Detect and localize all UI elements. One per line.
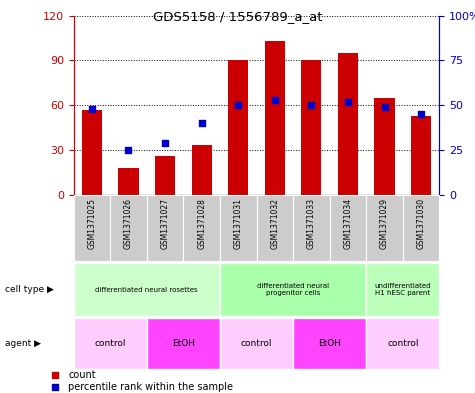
Text: percentile rank within the sample: percentile rank within the sample	[68, 382, 233, 392]
Point	[51, 384, 59, 390]
FancyBboxPatch shape	[256, 195, 293, 261]
Point	[271, 97, 278, 103]
Text: undifferentiated
H1 hESC parent: undifferentiated H1 hESC parent	[375, 283, 431, 296]
Text: cell type ▶: cell type ▶	[5, 285, 54, 294]
Text: GSM1371029: GSM1371029	[380, 198, 389, 249]
Bar	[118, 168, 139, 195]
FancyBboxPatch shape	[147, 195, 183, 261]
Text: count: count	[68, 370, 96, 380]
Bar	[374, 98, 395, 195]
Bar	[82, 110, 102, 195]
Point	[51, 372, 59, 378]
Bar	[265, 41, 285, 195]
Text: GSM1371033: GSM1371033	[307, 198, 316, 249]
FancyBboxPatch shape	[220, 263, 366, 316]
Text: GSM1371030: GSM1371030	[417, 198, 426, 249]
FancyBboxPatch shape	[403, 195, 439, 261]
FancyBboxPatch shape	[183, 195, 220, 261]
Point	[161, 140, 169, 146]
Text: GSM1371026: GSM1371026	[124, 198, 133, 249]
FancyBboxPatch shape	[110, 195, 147, 261]
FancyBboxPatch shape	[147, 318, 220, 369]
Text: control: control	[387, 340, 418, 348]
Text: GDS5158 / 1556789_a_at: GDS5158 / 1556789_a_at	[153, 10, 322, 23]
FancyBboxPatch shape	[293, 318, 366, 369]
Point	[417, 111, 425, 117]
Text: EtOH: EtOH	[172, 340, 195, 348]
Text: EtOH: EtOH	[318, 340, 341, 348]
Text: control: control	[241, 340, 272, 348]
Point	[308, 102, 315, 108]
Text: GSM1371032: GSM1371032	[270, 198, 279, 249]
Text: GSM1371034: GSM1371034	[343, 198, 352, 249]
Text: GSM1371031: GSM1371031	[234, 198, 243, 249]
Point	[124, 147, 132, 153]
Text: differentiated neural rosettes: differentiated neural rosettes	[95, 287, 198, 293]
FancyBboxPatch shape	[366, 318, 439, 369]
Bar	[228, 61, 248, 195]
Point	[381, 104, 389, 110]
Bar	[338, 53, 358, 195]
Text: GSM1371025: GSM1371025	[87, 198, 96, 249]
FancyBboxPatch shape	[330, 195, 366, 261]
FancyBboxPatch shape	[366, 195, 403, 261]
Bar	[411, 116, 431, 195]
FancyBboxPatch shape	[366, 263, 439, 316]
FancyBboxPatch shape	[220, 195, 256, 261]
Bar	[191, 145, 212, 195]
Text: differentiated neural
progenitor cells: differentiated neural progenitor cells	[257, 283, 329, 296]
Text: GSM1371027: GSM1371027	[161, 198, 170, 249]
Text: control: control	[95, 340, 126, 348]
FancyBboxPatch shape	[74, 195, 110, 261]
Text: agent ▶: agent ▶	[5, 340, 41, 348]
Text: GSM1371028: GSM1371028	[197, 198, 206, 249]
FancyBboxPatch shape	[74, 263, 220, 316]
FancyBboxPatch shape	[220, 318, 293, 369]
Point	[234, 102, 242, 108]
Point	[88, 106, 95, 112]
Bar	[301, 61, 322, 195]
FancyBboxPatch shape	[293, 195, 330, 261]
Point	[198, 120, 205, 126]
Bar	[155, 156, 175, 195]
FancyBboxPatch shape	[74, 318, 147, 369]
Point	[344, 98, 352, 105]
